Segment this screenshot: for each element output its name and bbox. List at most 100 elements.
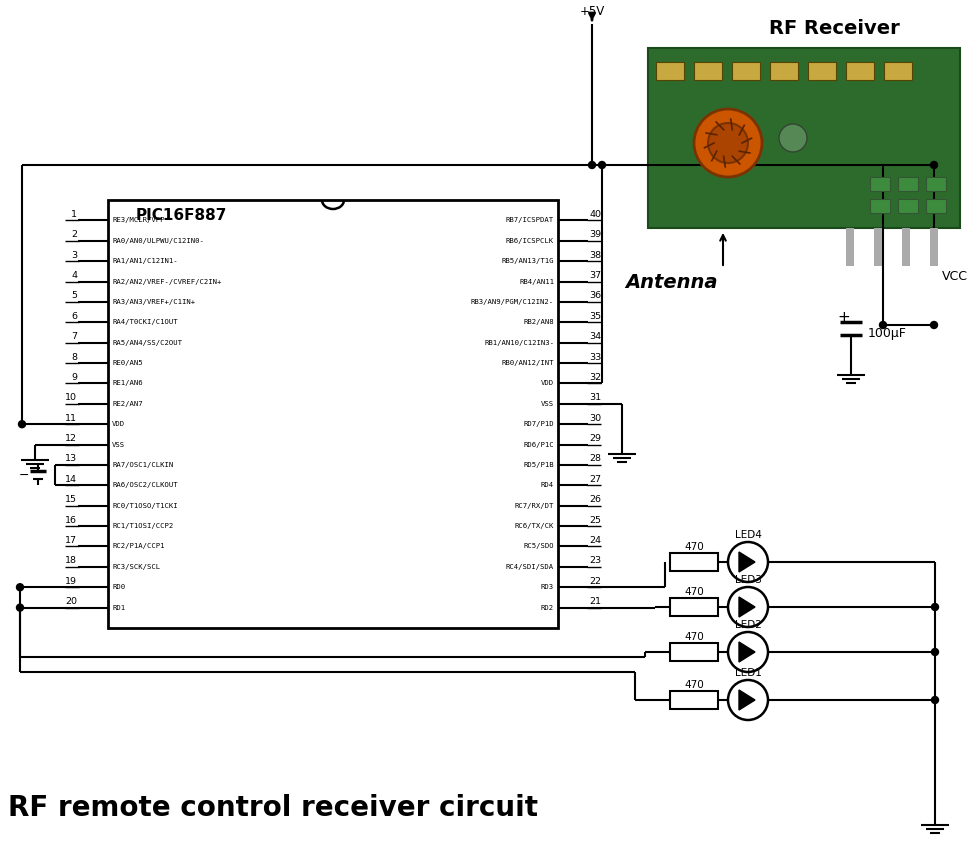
Text: 19: 19 (65, 577, 77, 586)
Text: RB0/AN12/INT: RB0/AN12/INT (502, 360, 554, 366)
Text: RC5/SDO: RC5/SDO (523, 543, 554, 549)
Text: RB5/AN13/T1G: RB5/AN13/T1G (502, 258, 554, 264)
Circle shape (599, 162, 606, 168)
Text: 36: 36 (589, 292, 601, 300)
Text: 37: 37 (589, 271, 601, 280)
Text: RA6/OSC2/CLKOUT: RA6/OSC2/CLKOUT (112, 482, 177, 489)
Circle shape (728, 632, 768, 672)
Text: 470: 470 (684, 632, 704, 642)
Text: 1: 1 (71, 210, 77, 219)
Text: VSS: VSS (112, 441, 125, 448)
Text: 15: 15 (65, 496, 77, 504)
Text: 470: 470 (684, 587, 704, 597)
Text: RA3/AN3/VREF+/C1IN+: RA3/AN3/VREF+/C1IN+ (112, 299, 195, 305)
Text: RC7/RX/DT: RC7/RX/DT (514, 502, 554, 508)
Circle shape (17, 584, 24, 591)
Text: RD1: RD1 (112, 604, 125, 610)
Text: 23: 23 (589, 557, 601, 565)
Bar (732, 62, 760, 80)
Text: RE2/AN7: RE2/AN7 (112, 401, 143, 407)
Text: 34: 34 (589, 332, 601, 341)
Text: 470: 470 (684, 542, 704, 552)
Bar (902, 228, 910, 266)
Text: RB7/ICSPDAT: RB7/ICSPDAT (506, 218, 554, 224)
Text: RD5/P1B: RD5/P1B (523, 462, 554, 468)
Polygon shape (739, 597, 755, 617)
Text: 7: 7 (71, 332, 77, 341)
Text: 5: 5 (71, 292, 77, 300)
Circle shape (19, 421, 25, 428)
Text: 16: 16 (65, 516, 77, 524)
Text: 17: 17 (65, 536, 77, 545)
Text: RD7/P1D: RD7/P1D (523, 422, 554, 428)
Text: 40: 40 (589, 210, 601, 219)
Circle shape (728, 680, 768, 720)
Text: 9: 9 (71, 373, 77, 382)
Text: 2: 2 (71, 230, 77, 239)
Text: 25: 25 (589, 516, 601, 524)
Circle shape (694, 109, 762, 177)
Text: RE3/MCLR/VPP: RE3/MCLR/VPP (112, 218, 165, 224)
Bar (808, 62, 836, 80)
Text: RD6/P1C: RD6/P1C (523, 441, 554, 448)
Circle shape (932, 649, 939, 655)
Text: 29: 29 (589, 434, 601, 443)
Bar (846, 62, 874, 80)
Circle shape (708, 123, 748, 163)
Bar (694, 62, 722, 80)
Text: LED1: LED1 (735, 668, 761, 678)
Text: 4: 4 (71, 271, 77, 280)
Bar (898, 177, 918, 191)
Text: RA7/OSC1/CLKIN: RA7/OSC1/CLKIN (112, 462, 173, 468)
Text: 6: 6 (71, 312, 77, 320)
Text: LED3: LED3 (735, 575, 761, 585)
Circle shape (728, 542, 768, 582)
Text: 20: 20 (65, 597, 77, 606)
Text: 13: 13 (65, 455, 77, 463)
Text: RA4/T0CKI/C1OUT: RA4/T0CKI/C1OUT (112, 320, 177, 326)
Text: RD4: RD4 (541, 482, 554, 489)
Bar (870, 177, 890, 191)
Text: RF remote control receiver circuit: RF remote control receiver circuit (8, 794, 538, 822)
Text: RD0: RD0 (112, 584, 125, 590)
Text: RB3/AN9/PGM/C12IN2-: RB3/AN9/PGM/C12IN2- (470, 299, 554, 305)
Text: RB6/ICSPCLK: RB6/ICSPCLK (506, 238, 554, 244)
Text: RC0/T1OSO/T1CKI: RC0/T1OSO/T1CKI (112, 502, 177, 508)
Text: 24: 24 (589, 536, 601, 545)
Circle shape (930, 162, 938, 168)
Circle shape (932, 604, 939, 610)
Text: LED2: LED2 (735, 620, 761, 630)
Text: 39: 39 (589, 230, 601, 239)
Polygon shape (739, 552, 755, 572)
Text: VCC: VCC (942, 270, 968, 283)
Text: LED4: LED4 (735, 530, 761, 540)
Circle shape (17, 604, 24, 611)
Text: RE0/AN5: RE0/AN5 (112, 360, 143, 366)
Text: 35: 35 (589, 312, 601, 320)
Text: 11: 11 (65, 414, 77, 422)
Text: RB4/AN11: RB4/AN11 (519, 279, 554, 285)
Circle shape (932, 696, 939, 704)
Text: VSS: VSS (541, 401, 554, 407)
Text: VDD: VDD (112, 422, 125, 428)
Text: +5V: +5V (579, 5, 605, 18)
Text: 21: 21 (589, 597, 601, 606)
Text: −: − (19, 468, 29, 482)
Text: 470: 470 (684, 680, 704, 690)
Text: RF Receiver: RF Receiver (768, 19, 900, 38)
Text: 32: 32 (589, 373, 601, 382)
Text: 8: 8 (71, 353, 77, 361)
Text: 100μF: 100μF (868, 326, 906, 339)
Text: RC4/SDI/SDA: RC4/SDI/SDA (506, 564, 554, 570)
Text: RB2/AN8: RB2/AN8 (523, 320, 554, 326)
Polygon shape (739, 690, 755, 710)
Bar (846, 228, 854, 266)
Text: 27: 27 (589, 475, 601, 484)
Bar (770, 62, 798, 80)
Text: 10: 10 (65, 394, 77, 402)
Text: PIC16F887: PIC16F887 (136, 208, 227, 223)
Circle shape (779, 124, 807, 152)
Bar (898, 199, 918, 213)
Bar (874, 228, 882, 266)
Circle shape (879, 321, 887, 328)
